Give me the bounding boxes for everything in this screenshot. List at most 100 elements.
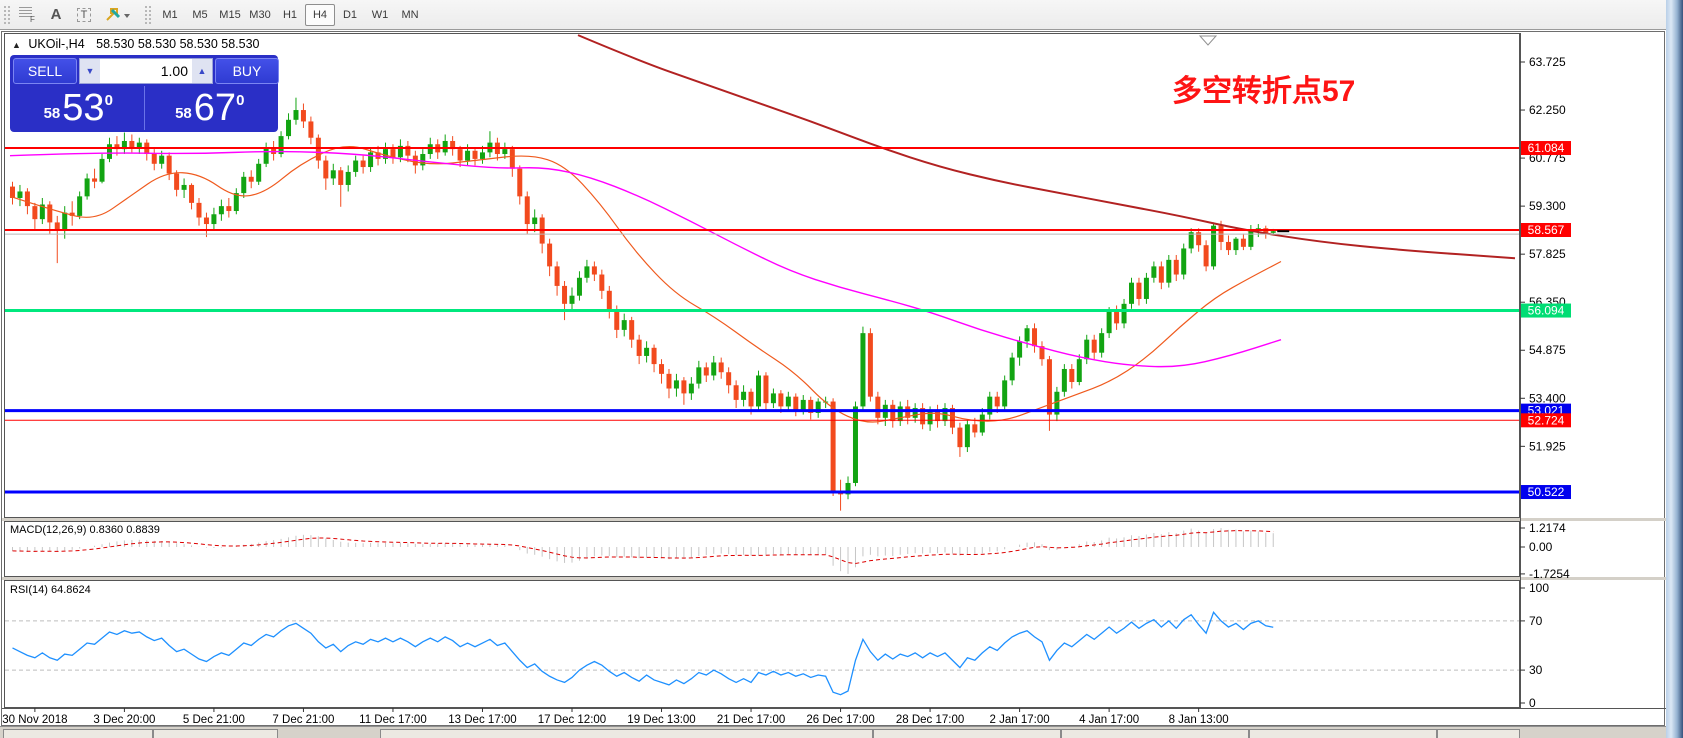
date-label: 28 Dec 17:00 bbox=[896, 714, 964, 726]
collapse-triangle-icon[interactable]: ▲ bbox=[12, 40, 21, 50]
date-label: 5 Dec 21:00 bbox=[183, 714, 245, 726]
svg-text:70: 70 bbox=[1529, 614, 1543, 628]
panel-splitter[interactable] bbox=[2, 518, 1666, 521]
macd-plot bbox=[12, 528, 1274, 574]
price-tag-56.094 bbox=[1521, 303, 1571, 318]
macd-signal-value: 0.8839 bbox=[126, 524, 160, 536]
svg-text:50.522: 50.522 bbox=[1528, 485, 1565, 499]
bottom-panel-divider-5 bbox=[1436, 729, 1438, 738]
date-label: 3 Dec 20:00 bbox=[93, 714, 155, 726]
date-label: 11 Dec 17:00 bbox=[359, 714, 427, 726]
date-label: 21 Dec 17:00 bbox=[717, 714, 785, 726]
text-box-icon[interactable]: T bbox=[70, 3, 98, 27]
price-tag-58.567 bbox=[1521, 223, 1571, 237]
svg-text:F: F bbox=[30, 15, 35, 23]
toolbar-grip[interactable] bbox=[3, 4, 11, 25]
date-axis[interactable]: 30 Nov 2018 3 Dec 20:00 5 Dec 21:00 7 Dec 2… bbox=[2, 708, 1666, 726]
panel-border-2 bbox=[4, 580, 1520, 708]
panel-splitter-2[interactable] bbox=[2, 577, 1666, 580]
sell-price-base: 58 bbox=[43, 104, 61, 122]
svg-text:54.875: 54.875 bbox=[1529, 343, 1566, 357]
chart-annotation: 多空转折点57 bbox=[1172, 75, 1356, 108]
volume-spinner: ▼ ▲ bbox=[79, 58, 213, 84]
date-label: 7 Dec 21:00 bbox=[272, 714, 334, 726]
rsi-name: RSI(14) bbox=[10, 584, 48, 596]
date-label: 2 Jan 17:00 bbox=[990, 714, 1050, 726]
date-label: 8 Jan 13:00 bbox=[1169, 714, 1229, 726]
date-label: 13 Dec 17:00 bbox=[448, 714, 516, 726]
svg-text:63.725: 63.725 bbox=[1529, 55, 1566, 69]
volume-increase-button[interactable]: ▲ bbox=[192, 59, 212, 83]
timeframe-button-H1[interactable]: H1 bbox=[275, 4, 305, 26]
svg-text:62.250: 62.250 bbox=[1529, 103, 1566, 117]
rsi-line bbox=[12, 611, 1274, 696]
timeframe-button-W1[interactable]: W1 bbox=[365, 4, 395, 26]
bottom-panel-divider-4 bbox=[1248, 729, 1250, 738]
ma-slow-line bbox=[577, 34, 1516, 260]
svg-text:51.925: 51.925 bbox=[1529, 439, 1566, 453]
timeframe-button-M15[interactable]: M15 bbox=[215, 4, 245, 26]
buy-price-base: 58 bbox=[175, 104, 192, 122]
date-label: 26 Dec 17:00 bbox=[806, 714, 874, 726]
chart-shift-triangle-icon[interactable] bbox=[1198, 35, 1218, 46]
toolbar-grip-2[interactable] bbox=[144, 4, 152, 25]
panel-border-1 bbox=[4, 521, 1520, 577]
sell-price-pip: 0 bbox=[104, 91, 113, 109]
chart-quotes-label: 58.530 58.530 58.530 58.530 bbox=[96, 37, 260, 51]
price-tag-61.084 bbox=[1521, 141, 1571, 156]
price-tag-52.724 bbox=[1521, 413, 1571, 428]
toolbar: F A T M1 M5 M15 M30 H1 H4 D1 W1 MN bbox=[0, 0, 1683, 30]
letter-a-icon[interactable]: A bbox=[42, 3, 70, 27]
panel-border-0 bbox=[4, 33, 1520, 518]
svg-text:61.084: 61.084 bbox=[1528, 141, 1565, 155]
timeframe-button-MN[interactable]: MN bbox=[395, 4, 425, 26]
buy-price-big: 67 bbox=[193, 87, 237, 129]
date-label: 4 Jan 17:00 bbox=[1079, 714, 1139, 726]
buy-price[interactable]: 58 67 0 bbox=[143, 86, 276, 130]
svg-text:58.567: 58.567 bbox=[1528, 223, 1565, 237]
svg-text:100: 100 bbox=[1529, 581, 1549, 595]
sell-price[interactable]: 58 53 0 bbox=[13, 86, 144, 130]
sell-price-big: 53 bbox=[62, 87, 105, 129]
bottom-panel-divider bbox=[152, 729, 154, 738]
bottom-panel-box-2 bbox=[380, 729, 1520, 738]
candles-group bbox=[10, 97, 1276, 511]
svg-text:1.2174: 1.2174 bbox=[1529, 521, 1566, 535]
ma-fast-line bbox=[9, 146, 1282, 423]
timeframe-button-H4[interactable]: H4 bbox=[305, 3, 335, 26]
svg-text:56.094: 56.094 bbox=[1528, 304, 1565, 318]
timeframe-button-M1[interactable]: M1 bbox=[155, 4, 185, 26]
chart-title: ▲ UKOil-,H4 58.530 58.530 58.530 58.530 bbox=[12, 37, 260, 51]
timeframe-button-D1[interactable]: D1 bbox=[335, 4, 365, 26]
macd-signal-line bbox=[12, 530, 1274, 565]
volume-input[interactable] bbox=[100, 59, 192, 83]
grid-f-icon-glyph: F bbox=[19, 6, 35, 23]
timeframe-button-M30[interactable]: M30 bbox=[245, 4, 275, 26]
rsi-label: RSI(14) 64.8624 bbox=[10, 584, 91, 596]
bottom-panel-divider-3 bbox=[1060, 729, 1062, 738]
arrange-icon-glyph bbox=[106, 7, 130, 21]
bottom-panel bbox=[0, 726, 1666, 738]
macd-label: MACD(12,26,9) 0.8360 0.8839 bbox=[10, 524, 160, 536]
svg-text:57.825: 57.825 bbox=[1529, 247, 1566, 261]
price-axis[interactable]: 63.72562.25060.77559.30057.82556.35054.8… bbox=[1520, 33, 1571, 710]
svg-text:53.400: 53.400 bbox=[1529, 391, 1566, 405]
volume-decrease-button[interactable]: ▼ bbox=[80, 59, 100, 83]
svg-text:59.300: 59.300 bbox=[1529, 199, 1566, 213]
arrange-icon[interactable] bbox=[98, 3, 136, 27]
buy-price-pip: 0 bbox=[236, 91, 245, 109]
rsi-plot bbox=[5, 611, 1519, 696]
sell-button[interactable]: SELL bbox=[13, 58, 77, 84]
chart-symbol-label: UKOil-,H4 bbox=[28, 37, 85, 51]
chart-canvas[interactable]: 63.72562.25060.77559.30057.82556.35054.8… bbox=[0, 30, 1666, 738]
bottom-panel-divider-2 bbox=[872, 729, 874, 738]
date-label: 19 Dec 13:00 bbox=[627, 714, 695, 726]
price-tag-50.522 bbox=[1521, 485, 1571, 500]
grid-f-icon[interactable]: F bbox=[14, 3, 42, 27]
bottom-panel-box bbox=[3, 729, 278, 738]
buy-button[interactable]: BUY bbox=[215, 58, 279, 84]
svg-text:0: 0 bbox=[1529, 696, 1536, 710]
timeframe-button-M5[interactable]: M5 bbox=[185, 4, 215, 26]
